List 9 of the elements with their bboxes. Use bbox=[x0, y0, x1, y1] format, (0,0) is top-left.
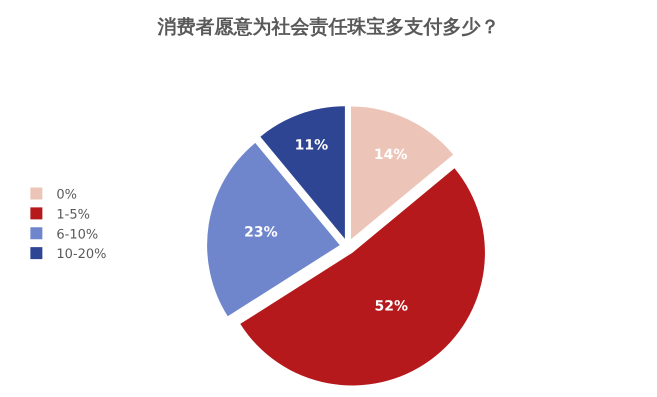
data-label: 11% bbox=[294, 138, 328, 154]
legend-label: 0% bbox=[56, 188, 77, 203]
legend-label: 6-10% bbox=[56, 227, 98, 242]
data-label: 23% bbox=[244, 224, 278, 241]
legend-label: 1-5% bbox=[56, 207, 90, 222]
chart-title: 消费者愿意为社会责任珠宝多支付多少？ bbox=[156, 16, 500, 38]
data-label: 52% bbox=[374, 298, 408, 314]
data-label: 14% bbox=[374, 147, 408, 164]
legend-label: 10-20% bbox=[56, 247, 107, 262]
